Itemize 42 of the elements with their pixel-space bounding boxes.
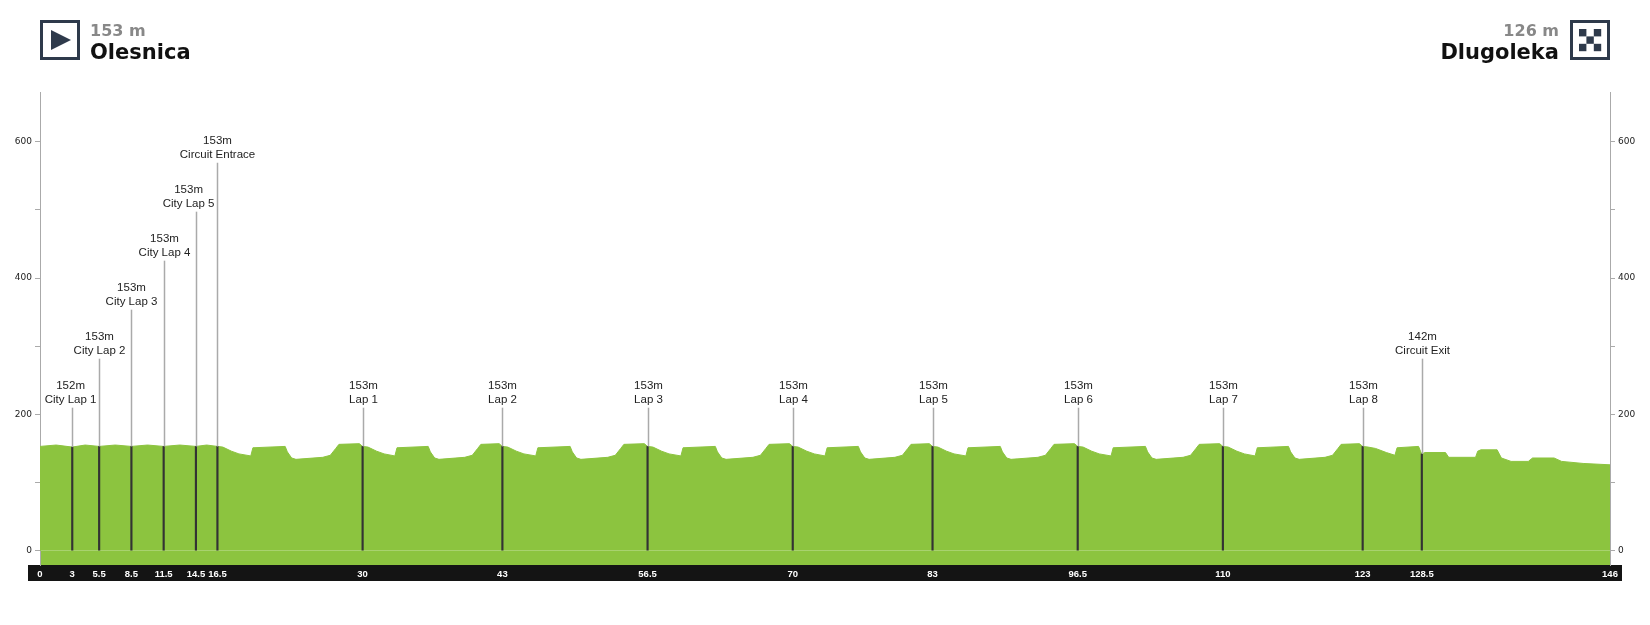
annotation: 153m City Lap 4 (138, 231, 191, 258)
annotation: 153m Lap 8 (1349, 378, 1378, 405)
y2-tick-label: 600 (1618, 136, 1636, 147)
x-tick-label: 5.5 (92, 568, 107, 579)
annotation: 152m City Lap 1 (44, 378, 97, 405)
y-tick-label: 0 (26, 545, 33, 556)
x-tick-label: 8.5 (124, 568, 139, 579)
y2-tick-label: 400 (1618, 272, 1636, 283)
x-tick-label: 96.5 (1068, 568, 1088, 579)
x-tick-label: 110 (1215, 568, 1231, 579)
x-tick-label: 0 (37, 568, 43, 579)
annotation: 153m Lap 1 (349, 378, 378, 405)
y2-tick-label: 0 (1618, 545, 1624, 556)
x-tick-label: 14.5 (186, 568, 206, 579)
x-tick-label: 56.5 (638, 568, 658, 579)
x-tick-label: 146 (1602, 568, 1618, 579)
annotation: 153m Lap 3 (634, 378, 663, 405)
y-tick-label: 400 (14, 272, 33, 283)
y-tick-label: 600 (14, 136, 33, 147)
y-tick-label: 200 (14, 408, 33, 419)
x-tick-label: 83 (927, 568, 938, 579)
annotation: 153m Lap 6 (1064, 378, 1093, 405)
text: 126 m Dlugoleka (1440, 21, 1559, 64)
annotation: 153m City Lap 2 (73, 329, 126, 356)
annotation: 153m Lap 7 (1209, 378, 1238, 405)
annotation: 153m City Lap 5 (162, 182, 215, 209)
y2-tick-label: 200 (1618, 408, 1636, 419)
x-tick-label: 11.5 (154, 568, 174, 579)
text: 153 m Olesnica (90, 21, 191, 64)
x-tick-label: 70 (787, 568, 799, 579)
x-tick-label: 30 (357, 568, 368, 579)
annotation: 153m City Lap 3 (105, 280, 158, 307)
x-tick-label: 3 (69, 568, 75, 579)
x-tick-label: 16.5 (208, 568, 228, 579)
annotation: 153m Lap 5 (919, 378, 948, 405)
annotation: 153m Lap 2 (488, 378, 517, 405)
x-tick-label: 123 (1354, 568, 1371, 579)
x-tick-label: 128.5 (1409, 568, 1435, 579)
annotation: 153m Lap 4 (779, 378, 809, 405)
annotation: 153m Circuit Entrace (179, 133, 256, 160)
x-tick-label: 43 (497, 568, 508, 579)
annotation: 142m Circuit Exit (1395, 329, 1451, 356)
